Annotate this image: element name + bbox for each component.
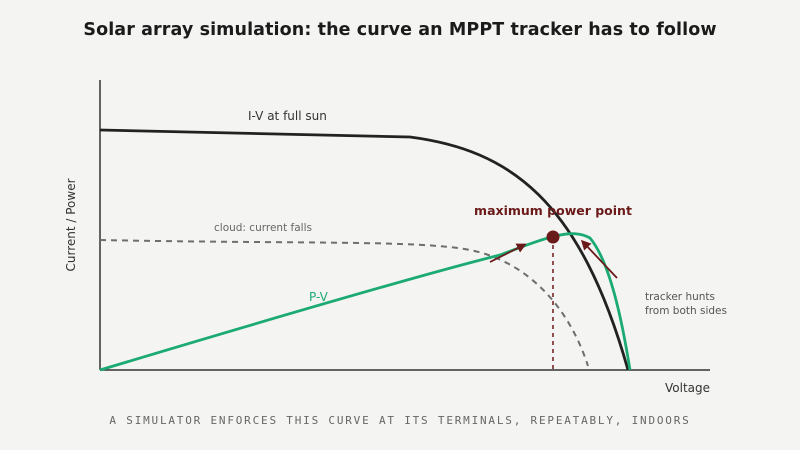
pv-label: P-V [309,290,329,304]
caption: A SIMULATOR ENFORCES THIS CURVE AT ITS T… [109,414,691,427]
page-title: Solar array simulation: the curve an MPP… [83,20,717,40]
tracker-label-line2: from both sides [645,305,727,317]
iv-full-sun-curve [99,128,630,371]
iv-cloud-label: cloud: current falls [214,222,312,234]
iv-full-sun-label: I-V at full sun [248,109,327,123]
tracker-arrow-right [580,239,618,279]
mpp-label: maximum power point [474,203,632,218]
y-axis-label: Current / Power [64,178,78,271]
x-axis-label: Voltage [665,381,710,395]
iv-cloud-curve [99,239,589,367]
tracker-label-line1: tracker hunts [645,291,715,303]
tracker-arrow-left [489,243,527,263]
pv-curve [99,232,632,372]
mpp-dot [546,230,560,244]
